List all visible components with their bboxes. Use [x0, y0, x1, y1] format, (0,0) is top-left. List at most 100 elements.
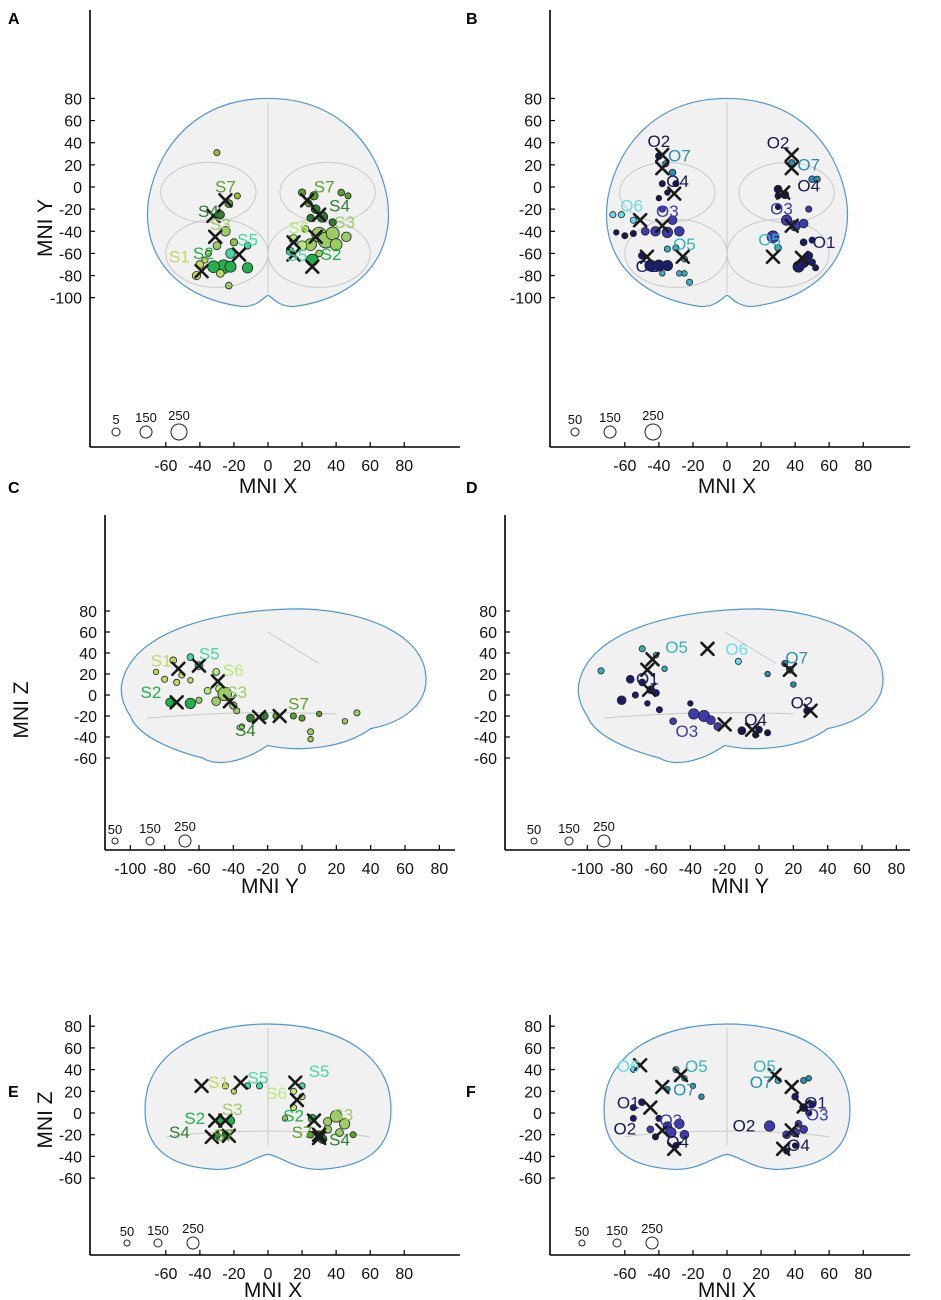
data-point — [301, 225, 310, 233]
data-point — [813, 175, 821, 183]
y-tick-label: 0 — [533, 180, 542, 197]
x-tick-label: 80 — [395, 458, 413, 475]
centroid-cross — [632, 1057, 648, 1073]
centroid-cross — [794, 250, 810, 266]
data-point — [737, 726, 747, 736]
x-tick-label: 80 — [430, 861, 448, 878]
cluster-label: O4 — [797, 176, 820, 195]
cluster-label: O7 — [750, 1073, 773, 1092]
cluster-label: O3 — [659, 1111, 682, 1130]
data-point — [298, 714, 306, 722]
data-point — [173, 678, 181, 686]
centroid-cross — [666, 1141, 682, 1157]
data-point — [344, 192, 352, 200]
cross-stroke — [304, 259, 320, 275]
centroid-cross — [287, 1075, 303, 1090]
y-tick-label: -100 — [50, 291, 82, 308]
y-tick-label: -80 — [59, 269, 82, 286]
cluster-label: O2 — [791, 694, 814, 713]
size-legend-circle — [612, 1238, 622, 1248]
data-point — [161, 675, 169, 683]
y-tick-label: -20 — [74, 709, 97, 726]
cluster-label: S4 — [329, 196, 350, 215]
y-tick-label: -40 — [519, 1149, 542, 1166]
cluster-label: S2 — [141, 683, 162, 702]
size-legend-label: 250 — [182, 1221, 204, 1236]
temporal-lobe-right — [279, 162, 376, 224]
size-legend-circle — [603, 425, 617, 439]
x-tick-label: 40 — [819, 861, 837, 878]
data-point — [661, 665, 668, 672]
size-legend-circle — [186, 1236, 200, 1250]
cluster-label: S2 — [283, 1107, 304, 1126]
centroid-cross — [286, 247, 301, 262]
centroid-cross — [194, 1078, 209, 1094]
size-legend-label: 150 — [135, 410, 157, 425]
x-tick-label: -20 — [222, 458, 245, 475]
data-point — [774, 203, 782, 211]
cross-stroke — [286, 247, 301, 262]
centroid-cross — [222, 693, 238, 709]
centroid-cross — [191, 658, 207, 673]
data-point — [812, 264, 820, 272]
y-tick-label: 80 — [524, 91, 542, 108]
data-point — [791, 1092, 799, 1101]
data-point — [658, 205, 666, 213]
cross-stroke — [632, 1057, 648, 1073]
cross-stroke — [299, 192, 315, 208]
data-point — [658, 180, 666, 188]
cross-stroke — [251, 709, 267, 725]
y-tick-label: -40 — [474, 730, 497, 747]
cluster-label: S3 — [222, 1100, 243, 1119]
y-tick-label: -40 — [74, 730, 97, 747]
cross-stroke — [171, 661, 186, 677]
y-tick-label: -60 — [59, 246, 82, 263]
data-point — [225, 248, 236, 259]
size-legend-circle — [578, 1239, 586, 1247]
data-point — [674, 1118, 685, 1130]
x-tick-label: -20 — [681, 458, 704, 475]
data-point — [212, 241, 222, 250]
tentorium — [604, 712, 794, 719]
cluster-label: O7 — [673, 1081, 696, 1100]
cross-stroke — [775, 185, 791, 200]
cross-stroke — [784, 160, 800, 176]
data-point — [335, 1128, 344, 1137]
data-point — [609, 211, 617, 219]
x-tick-label: 40 — [327, 458, 345, 475]
cross-stroke — [641, 682, 657, 698]
data-point — [229, 238, 239, 247]
y-tick-label: 80 — [64, 1019, 82, 1036]
x-tick-label: -60 — [644, 861, 667, 878]
data-point — [621, 232, 629, 240]
data-point — [617, 211, 625, 219]
data-point — [646, 1125, 655, 1134]
cross-stroke — [673, 1067, 689, 1083]
x-tick-label: -20 — [222, 1266, 245, 1283]
centroid-cross — [171, 661, 186, 677]
centroid-cross — [308, 229, 323, 245]
y-tick-label: -60 — [74, 751, 97, 768]
data-point — [764, 729, 772, 737]
data-point — [629, 1114, 637, 1122]
x-tick-label: 0 — [298, 861, 307, 878]
centroid-cross — [775, 1141, 791, 1157]
cross-stroke — [784, 1123, 800, 1138]
data-point — [663, 245, 671, 253]
cross-stroke — [311, 207, 327, 222]
cross-stroke — [666, 186, 682, 201]
cross-stroke — [191, 658, 207, 673]
cross-stroke — [744, 722, 760, 737]
cross-stroke — [784, 147, 800, 163]
size-legend-circle — [153, 1238, 163, 1248]
cross-stroke — [169, 695, 184, 710]
data-point — [315, 710, 323, 718]
centroid-cross — [654, 1123, 670, 1138]
cluster-label: O1 — [617, 1094, 640, 1113]
cluster-label: S7 — [288, 695, 309, 714]
centroid-cross — [251, 709, 267, 725]
size-legend-label: 5 — [112, 412, 119, 427]
data-point — [341, 718, 349, 725]
data-point — [629, 229, 637, 237]
